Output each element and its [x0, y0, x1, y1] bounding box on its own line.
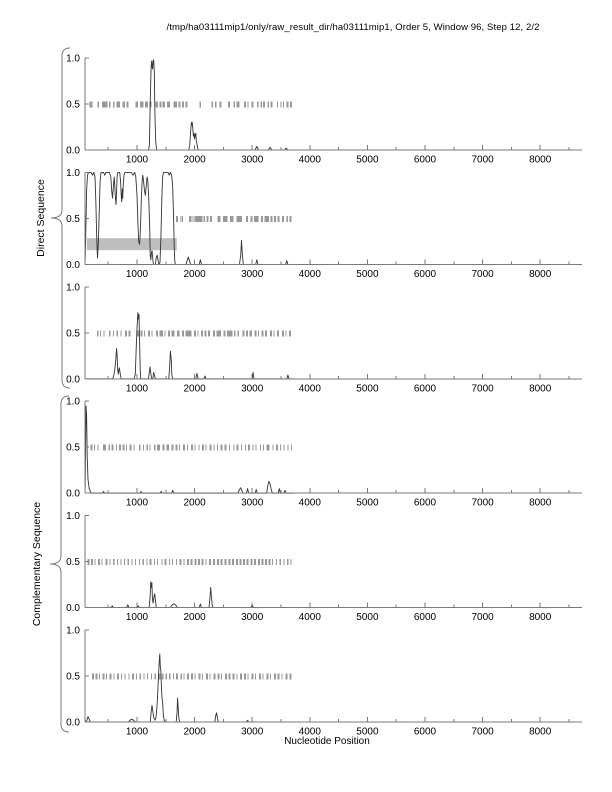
x-tick-label: 5000 — [356, 383, 379, 394]
x-tick-label: 2000 — [183, 498, 206, 509]
complementary-sequence-brace — [49, 395, 70, 733]
x-tick-label: 1000 — [126, 498, 149, 509]
x-tick-label: 4000 — [299, 498, 322, 509]
axes — [84, 400, 582, 494]
y-tick-label: 0.5 — [66, 100, 80, 111]
x-tick-label: 8000 — [529, 383, 552, 394]
y-tick-label: 0.0 — [66, 374, 80, 385]
match-markers — [89, 101, 292, 108]
y-tick-label: 0.0 — [66, 603, 80, 614]
axes — [84, 171, 582, 265]
y-tick-label: 0.5 — [66, 214, 80, 225]
x-tick-label: 6000 — [414, 498, 437, 509]
x-tick-label: 3000 — [241, 269, 264, 280]
x-tick-label: 7000 — [471, 498, 494, 509]
x-tick-label: 8000 — [529, 612, 552, 623]
x-tick-label: 7000 — [471, 612, 494, 623]
x-tick-label: 2000 — [183, 383, 206, 394]
y-tick-label: 0.5 — [66, 328, 80, 339]
y-tick-label: 0.0 — [66, 489, 80, 500]
x-tick-label: 8000 — [529, 727, 552, 738]
x-tick-label: 2000 — [183, 155, 206, 166]
x-tick-label: 4000 — [299, 155, 322, 166]
panel-direct-2: 0.0 0.5 1.0 1000 2000 3000 4000 5000 6000 7000 800… — [66, 168, 582, 280]
x-tick-label: 7000 — [471, 269, 494, 280]
x-tick-label: 1000 — [126, 612, 149, 623]
direct-sequence-label: Direct Sequence — [35, 179, 47, 257]
x-tick-label: 5000 — [356, 269, 379, 280]
match-markers — [92, 673, 292, 680]
x-tick-label: 4000 — [299, 383, 322, 394]
x-tick-label: 8000 — [529, 498, 552, 509]
x-tick-label: 2000 — [183, 612, 206, 623]
y-tick-label: 0.0 — [66, 146, 80, 157]
x-tick-label: 3000 — [241, 498, 264, 509]
y-tick-label: 1.0 — [66, 511, 80, 522]
y-tick-label: 0.5 — [66, 557, 80, 568]
axes — [84, 286, 582, 380]
x-tick-label: 1000 — [126, 383, 149, 394]
x-tick-label: 4000 — [299, 612, 322, 623]
x-tick-label: 2000 — [183, 269, 206, 280]
y-tick-label: 1.0 — [66, 397, 80, 408]
panel-complementary-1: 0.0 0.5 1.0 1000 2000 3000 4000 5000 6000 7000 800… — [66, 397, 582, 509]
match-markers — [96, 330, 292, 337]
x-tick-label: 2000 — [183, 727, 206, 738]
y-tick-label: 1.0 — [66, 168, 80, 179]
x-tick-label: 1000 — [126, 727, 149, 738]
x-tick-label: 3000 — [241, 383, 264, 394]
x-tick-label: 6000 — [414, 612, 437, 623]
complementary-sequence-label: Complementary Sequence — [31, 501, 43, 627]
y-tick-label: 1.0 — [66, 54, 80, 65]
x-tick-label: 5000 — [356, 498, 379, 509]
x-tick-label: 1000 — [126, 269, 149, 280]
panel-direct-1: 0.0 0.5 1.0 1000 2000 3000 4000 5000 6000 7000 800… — [66, 54, 582, 166]
score-curve — [85, 312, 295, 380]
axes — [84, 57, 582, 151]
match-markers — [176, 215, 292, 222]
axes — [84, 515, 582, 609]
axes — [84, 629, 582, 723]
x-tick-label: 5000 — [356, 155, 379, 166]
x-axis-label: Nucleotide Position — [284, 736, 370, 747]
x-tick-label: 3000 — [241, 612, 264, 623]
x-tick-label: 8000 — [529, 269, 552, 280]
match-markers — [90, 444, 292, 451]
x-tick-label: 6000 — [414, 727, 437, 738]
y-tick-label: 1.0 — [66, 282, 80, 293]
y-tick-label: 0.0 — [66, 718, 80, 729]
x-tick-label: 7000 — [471, 155, 494, 166]
score-curve — [84, 405, 295, 494]
x-tick-label: 3000 — [241, 155, 264, 166]
x-tick-label: 3000 — [241, 727, 264, 738]
x-tick-label: 7000 — [471, 383, 494, 394]
match-markers — [87, 559, 292, 566]
y-tick-label: 0.0 — [66, 260, 80, 271]
panel-direct-3: 0.0 0.5 1.0 1000 2000 3000 4000 5000 6000 7000 800… — [66, 282, 582, 394]
x-tick-label: 6000 — [414, 155, 437, 166]
x-tick-label: 4000 — [299, 727, 322, 738]
y-tick-label: 0.5 — [66, 672, 80, 683]
score-curve — [84, 653, 295, 723]
panel-complementary-2: 0.0 0.5 1.0 1000 2000 3000 4000 5000 6000 7000 800… — [66, 511, 582, 623]
x-tick-label: 1000 — [126, 155, 149, 166]
x-tick-label: 4000 — [299, 269, 322, 280]
x-tick-label: 8000 — [529, 155, 552, 166]
panel-complementary-3: 0.0 0.5 1.0 1000 2000 3000 4000 5000 6000 7000 800… — [66, 626, 582, 738]
highlight-region — [86, 238, 177, 251]
x-tick-label: 5000 — [356, 612, 379, 623]
x-tick-label: 6000 — [414, 269, 437, 280]
y-tick-label: 0.5 — [66, 443, 80, 454]
page-title: /tmp/ha03111mip1/only/raw_result_dir/ha0… — [166, 22, 540, 33]
x-tick-label: 7000 — [471, 727, 494, 738]
direct-sequence-brace — [50, 47, 71, 389]
score-curve — [84, 171, 295, 265]
y-tick-label: 1.0 — [66, 626, 80, 637]
x-tick-label: 6000 — [414, 383, 437, 394]
x-tick-label: 5000 — [356, 727, 379, 738]
